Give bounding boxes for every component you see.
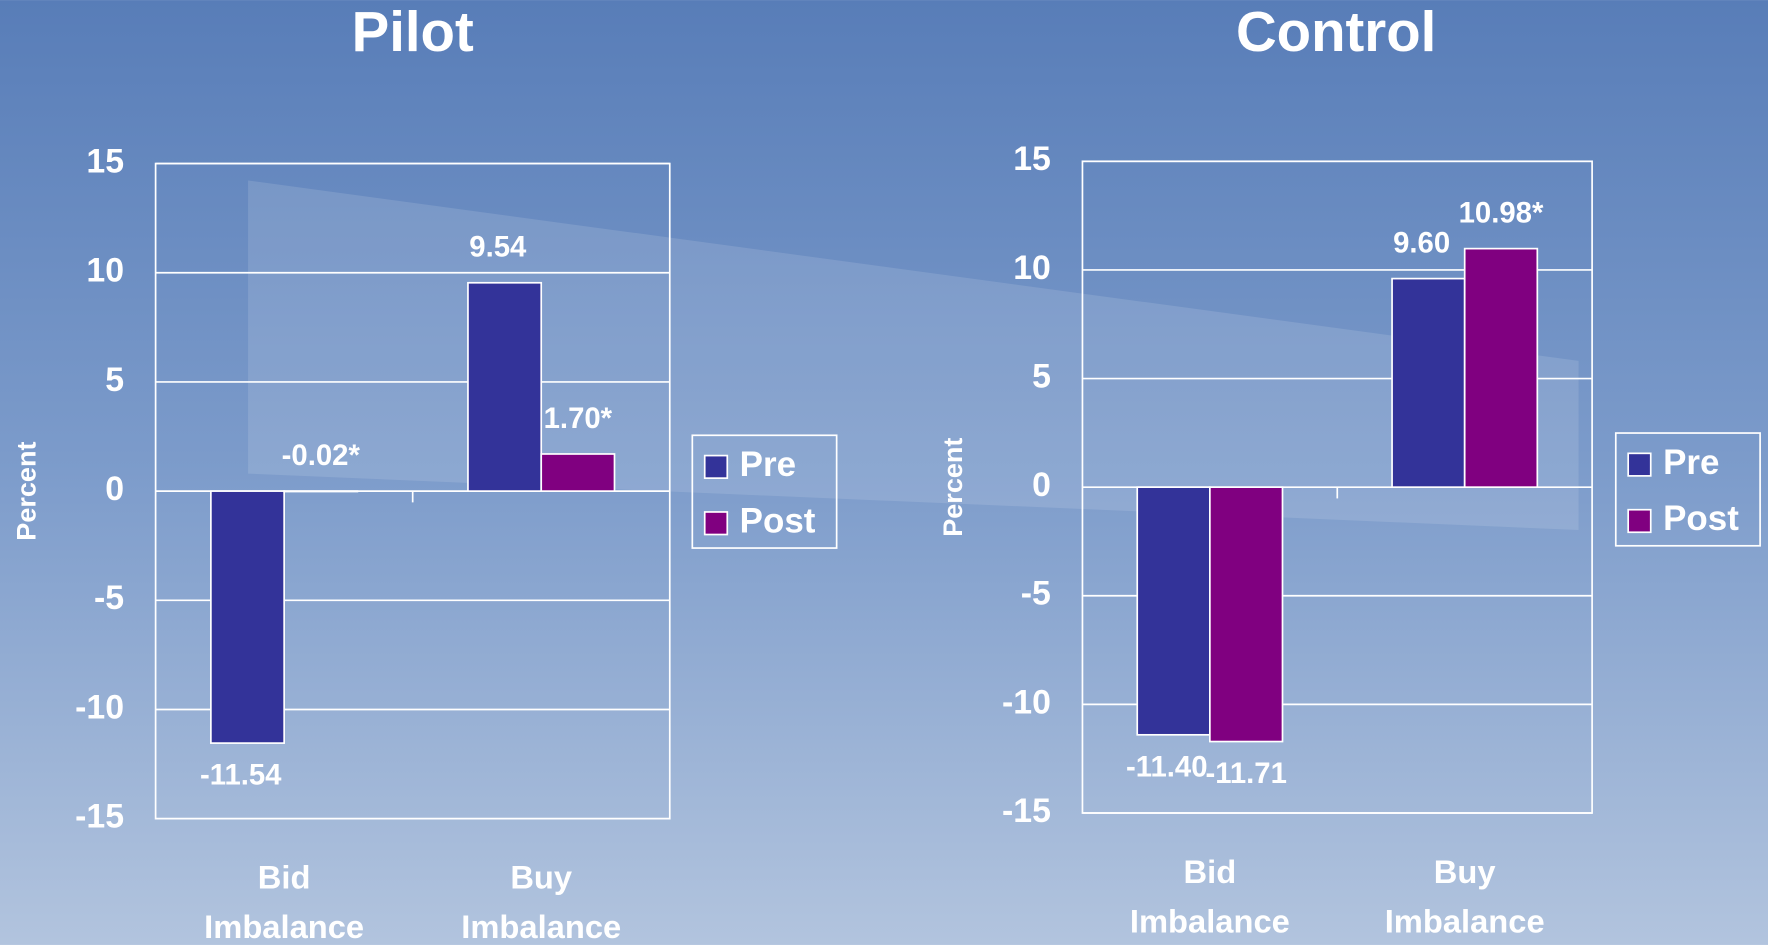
y-tick-label: 10: [1013, 249, 1051, 287]
x-tick-label: Buy Imbalance: [461, 860, 622, 945]
legend-label: Pre: [1663, 443, 1719, 482]
value-label: -11.40: [1126, 750, 1207, 783]
value-label: 1.70*: [544, 402, 613, 435]
x-tick-label-box: Buy Imbalance: [1384, 854, 1545, 940]
legend-box: [1614, 432, 1761, 547]
x-tick-label-box: Bid Imbalance: [1129, 854, 1290, 940]
x-tick-label: Bid Imbalance: [204, 860, 365, 945]
y-tick-label: 10: [86, 252, 124, 290]
y-tick-label: 15: [86, 142, 124, 180]
street-sign-decoration: [248, 180, 1579, 531]
value-label: 9.60: [1393, 227, 1450, 260]
legend-swatch: [1627, 508, 1652, 534]
legend-swatch: [703, 454, 729, 479]
y-tick-label: -10: [75, 688, 124, 726]
value-label: -11.71: [1205, 757, 1286, 790]
x-tick-label-box: Bid Imbalance: [204, 860, 365, 945]
y-tick-label: -15: [75, 798, 124, 836]
legend-label: Post: [740, 501, 816, 540]
y-tick-label: -5: [94, 579, 124, 617]
legend-label: Post: [1663, 499, 1739, 538]
x-tick-label-box: Buy Imbalance: [461, 860, 622, 945]
chart-title: Control: [1236, 0, 1436, 63]
value-label: -11.54: [200, 759, 282, 792]
bar: [467, 281, 543, 492]
value-label: -0.02*: [282, 439, 361, 472]
bar: [1209, 486, 1284, 743]
y-axis-label: Percent: [11, 441, 41, 540]
y-tick-label: -5: [1021, 575, 1051, 613]
legend-label: Pre: [740, 445, 796, 484]
legend-swatch: [1627, 452, 1652, 477]
y-tick-label: -10: [1002, 683, 1051, 721]
x-tick-label: Buy Imbalance: [1384, 854, 1545, 940]
y-tick-label: 5: [105, 361, 124, 399]
x-tick-label: Bid Imbalance: [1129, 854, 1290, 940]
bar: [1463, 247, 1539, 489]
legend-swatch: [703, 511, 729, 536]
chart-title: Pilot: [352, 0, 474, 63]
bar: [1136, 486, 1211, 736]
legend-box: [691, 434, 838, 549]
bar: [1391, 277, 1466, 489]
y-axis-label: Percent: [938, 438, 968, 537]
value-label: 9.54: [469, 231, 527, 264]
bar: [210, 490, 285, 744]
y-tick-label: 15: [1013, 140, 1051, 178]
bar: [540, 453, 616, 492]
y-tick-label: 0: [105, 470, 124, 508]
y-tick-label: 5: [1032, 357, 1051, 395]
y-tick-label: -15: [1002, 792, 1051, 830]
value-label: 10.98*: [1459, 197, 1544, 230]
y-tick-label: 0: [1032, 466, 1051, 504]
